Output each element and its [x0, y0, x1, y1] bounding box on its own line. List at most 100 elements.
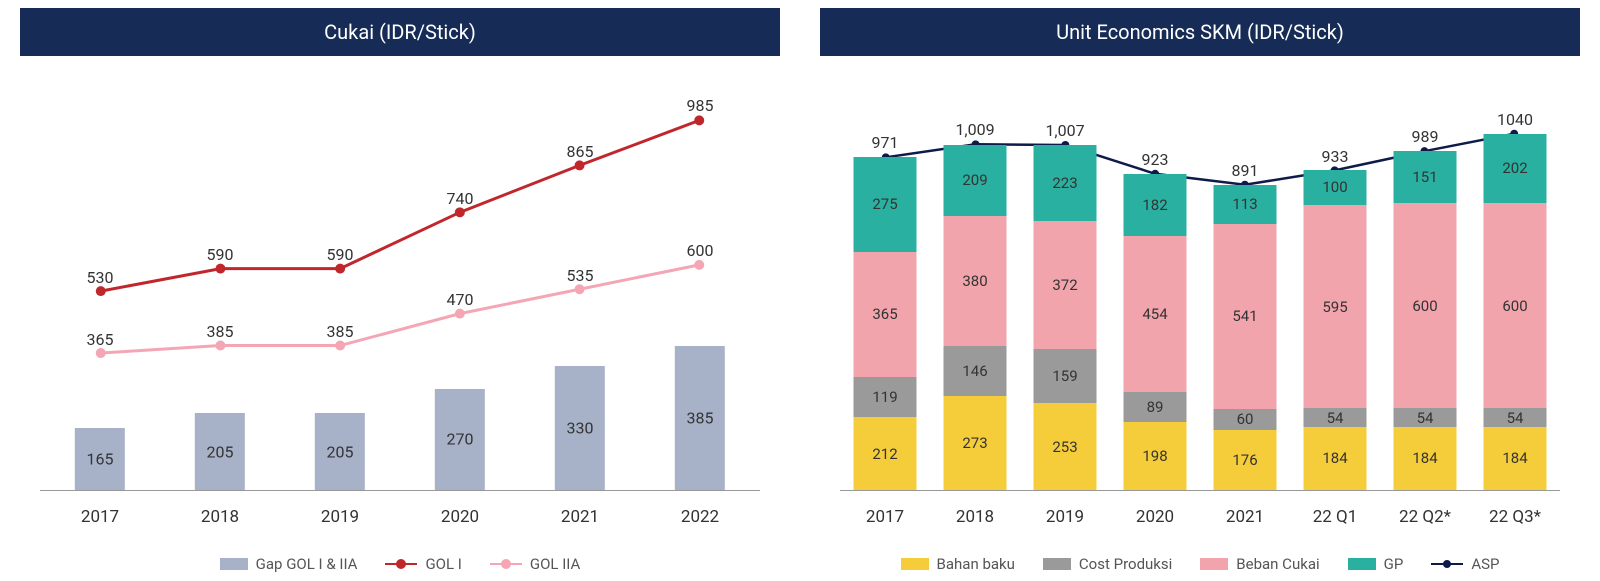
- asp-value-label: 923: [1142, 150, 1169, 169]
- stack-seg-label: 54: [1327, 409, 1344, 427]
- line-value-label: 590: [327, 245, 354, 264]
- bar-slot: 205: [280, 96, 400, 490]
- stack-seg-cost-produksi: 146: [944, 346, 1007, 396]
- cukai-xaxis: 201720182019202020212022: [40, 507, 760, 527]
- asp-value-label: 1040: [1497, 110, 1533, 129]
- stack-seg-cost-produksi: 89: [1124, 392, 1187, 422]
- stack-seg-label: 372: [1052, 276, 1077, 294]
- stack-seg-label: 209: [962, 171, 987, 189]
- cukai-panel: Cukai (IDR/Stick) 1652052052703303855305…: [20, 8, 780, 573]
- gap-bar: 270: [435, 389, 485, 490]
- xaxis-label: 2017: [840, 507, 930, 527]
- line-value-label: 470: [447, 290, 474, 309]
- stack-seg-bahan-baku: 184: [1304, 427, 1367, 490]
- xaxis-label: 2019: [280, 507, 400, 527]
- stack-seg-label: 365: [872, 305, 897, 323]
- asp-value-label: 989: [1412, 127, 1439, 146]
- stack-seg-label: 182: [1142, 196, 1167, 214]
- stack-seg-bahan-baku: 198: [1124, 422, 1187, 490]
- stack-seg-label: 184: [1502, 449, 1527, 467]
- stack-seg-cost-produksi: 119: [854, 377, 917, 418]
- legend-swatch: [220, 558, 248, 570]
- line-value-label: 985: [687, 96, 714, 115]
- line-value-label: 600: [687, 241, 714, 260]
- stack-seg-label: 223: [1052, 174, 1077, 192]
- legend-item-gol-i: GOL I: [385, 555, 461, 573]
- legend-item-gap: Gap GOL I & IIA: [220, 555, 358, 573]
- stack-seg-beban-cukai: 454: [1124, 236, 1187, 392]
- legend-label: Gap GOL I & IIA: [256, 555, 358, 573]
- stack-seg-label: 454: [1142, 305, 1167, 323]
- legend-item-gp: GP: [1348, 555, 1404, 573]
- unit-econ-legend: Bahan baku Cost Produksi Beban Cukai GP ASP: [820, 555, 1580, 573]
- gap-bar-label: 385: [687, 408, 714, 427]
- stack-seg-label: 146: [962, 362, 987, 380]
- stack-seg-label: 595: [1322, 298, 1347, 316]
- stack-seg-beban-cukai: 600: [1394, 203, 1457, 409]
- stack-seg-bahan-baku: 212: [854, 417, 917, 490]
- stack-seg-label: 119: [872, 388, 897, 406]
- gap-bar-label: 330: [567, 419, 594, 438]
- bar-slot: 385: [640, 96, 760, 490]
- stack-seg-gp: 100: [1304, 170, 1367, 204]
- cukai-title: Cukai (IDR/Stick): [20, 8, 780, 56]
- legend-swatch: [490, 563, 522, 565]
- stack-seg-gp: 151: [1394, 151, 1457, 203]
- stack-seg-beban-cukai: 541: [1214, 224, 1277, 409]
- legend-item-asp: ASP: [1431, 555, 1499, 573]
- stack-seg-cost-produksi: 54: [1394, 408, 1457, 427]
- stack-seg-label: 212: [872, 445, 897, 463]
- bar-slot: 253 159 372 223: [1020, 96, 1110, 490]
- legend-swatch: [1200, 558, 1228, 570]
- gap-bar: 165: [75, 428, 125, 490]
- bar-slot: 17660541113: [1200, 96, 1290, 490]
- gap-bar: 205: [195, 413, 245, 490]
- xaxis-label: 2021: [1200, 507, 1290, 527]
- legend-label: Bahan baku: [937, 555, 1015, 573]
- bar-slot: 18454600151: [1380, 96, 1470, 490]
- stack-seg-label: 54: [1507, 409, 1524, 427]
- legend-item-gol-iia: GOL IIA: [490, 555, 580, 573]
- xaxis-label: 2022: [640, 507, 760, 527]
- legend-item-cost-produksi: Cost Produksi: [1043, 555, 1172, 573]
- stack-seg-label: 176: [1232, 451, 1257, 469]
- stack-seg-label: 380: [962, 272, 987, 290]
- gap-bar-label: 165: [87, 450, 114, 469]
- stack-seg-gp: 202: [1484, 134, 1547, 203]
- xaxis-label: 2018: [930, 507, 1020, 527]
- stack-seg-cost-produksi: 159: [1034, 349, 1097, 403]
- xaxis-label: 22 Q3*: [1470, 507, 1560, 527]
- bar-slot: 205: [160, 96, 280, 490]
- xaxis-label: 22 Q2*: [1380, 507, 1470, 527]
- stack-seg-bahan-baku: 273: [944, 396, 1007, 490]
- stack-seg-gp: 113: [1214, 185, 1277, 224]
- stack-seg-label: 202: [1502, 159, 1527, 177]
- stack-seg-bahan-baku: 176: [1214, 430, 1277, 490]
- legend-swatch: [1348, 558, 1376, 570]
- line-value-label: 590: [207, 245, 234, 264]
- gap-bar: 385: [675, 346, 725, 490]
- stack-seg-beban-cukai: 372: [1034, 221, 1097, 348]
- line-value-label: 865: [567, 142, 594, 161]
- line-value-label: 385: [207, 322, 234, 341]
- asp-value-label: 933: [1322, 147, 1349, 166]
- stack-seg-label: 253: [1052, 438, 1077, 456]
- legend-item-beban-cukai: Beban Cukai: [1200, 555, 1319, 573]
- gap-bar-label: 205: [327, 442, 354, 461]
- legend-swatch: [1431, 563, 1463, 565]
- xaxis-label: 2019: [1020, 507, 1110, 527]
- xaxis-label: 2018: [160, 507, 280, 527]
- stack-seg-label: 275: [872, 195, 897, 213]
- stack-seg-label: 54: [1417, 409, 1434, 427]
- stack-seg-label: 151: [1412, 168, 1437, 186]
- stack-seg-gp: 275: [854, 157, 917, 251]
- unit-econ-xaxis: 2017201820192020202122 Q122 Q2*22 Q3*: [840, 507, 1560, 527]
- asp-value-label: 1,009: [955, 120, 994, 139]
- legend-swatch: [901, 558, 929, 570]
- gap-bar: 330: [555, 366, 605, 490]
- xaxis-label: 2021: [520, 507, 640, 527]
- gap-bar-label: 270: [447, 430, 474, 449]
- bar-slot: 165: [40, 96, 160, 490]
- asp-value-label: 1,007: [1045, 121, 1084, 140]
- xaxis-label: 22 Q1: [1290, 507, 1380, 527]
